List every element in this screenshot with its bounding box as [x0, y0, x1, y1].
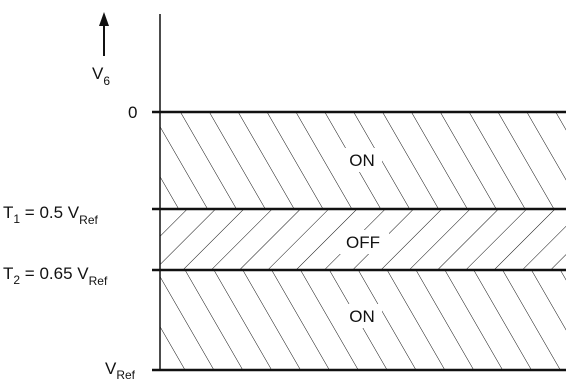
level-label-t2-prefix-sub: 2 [13, 273, 20, 287]
region-label-on-lower: ON [349, 307, 375, 326]
up-arrow-icon [99, 12, 109, 56]
level-label-t1: T1 = 0.5 VRef [3, 203, 98, 227]
level-label-zero: 0 [128, 103, 137, 122]
level-label-t1-text-sub: Ref [79, 213, 98, 227]
level-label-t2-prefix: T [3, 264, 13, 283]
level-label-vref-sub: Ref [116, 368, 135, 379]
region-label-bg-lower [342, 304, 382, 328]
region-label-on-upper: ON [349, 151, 375, 170]
region-label-bg-middle [337, 230, 389, 254]
axis-label: V6 [92, 64, 110, 88]
level-label-vref: VRef [105, 359, 136, 379]
level-label-t2-text: = 0.65 V [20, 264, 89, 283]
level-label-t1-prefix-sub: 1 [13, 212, 20, 226]
level-label-t2: T2 = 0.65 VRef [3, 264, 108, 288]
level-label-t2-text-sub: Ref [89, 274, 108, 288]
region-label-off-middle: OFF [346, 233, 380, 252]
axis-symbol-sub: 6 [103, 74, 110, 88]
level-label-t1-prefix: T [3, 203, 13, 222]
region-label-bg-upper [342, 148, 382, 172]
axis-symbol: V [92, 64, 104, 83]
level-label-zero-main: 0 [128, 103, 137, 122]
level-label-t1-text: = 0.5 V [20, 203, 80, 222]
level-label-vref-main: V [105, 359, 117, 378]
